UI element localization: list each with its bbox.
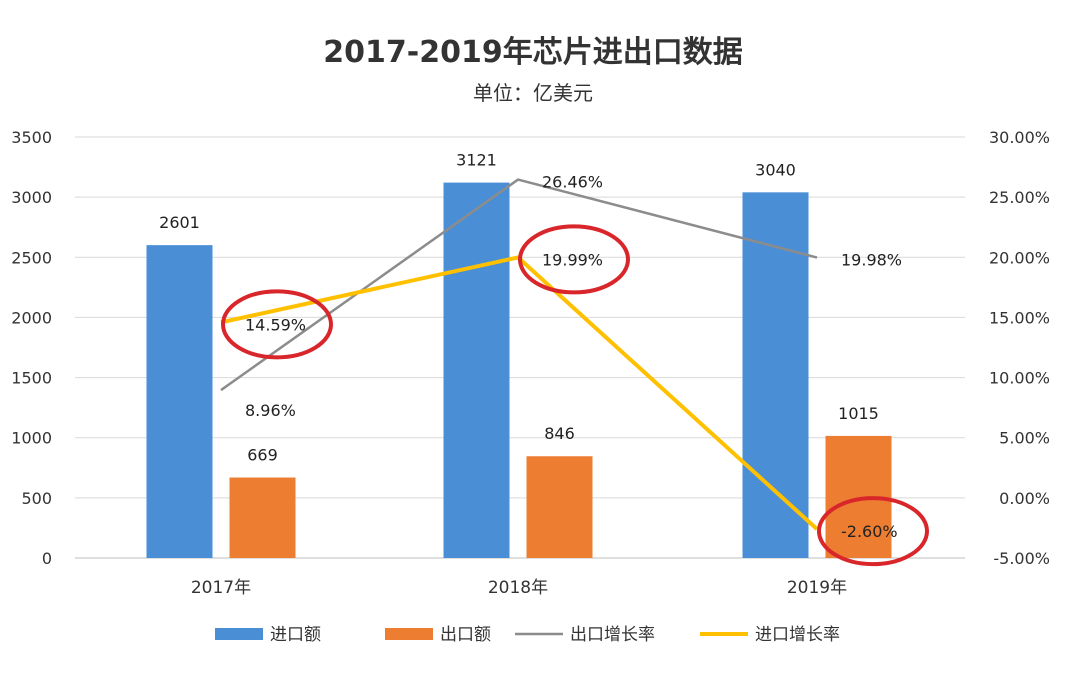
bar-import bbox=[146, 245, 213, 559]
left-tick-label: 2000 bbox=[11, 308, 52, 327]
bar-value-label: 3040 bbox=[755, 160, 796, 179]
right-tick-label: 25.00% bbox=[989, 188, 1050, 207]
left-tick-label: 2500 bbox=[11, 248, 52, 267]
x-axis-categories: 2017年 2018年 2019年 bbox=[191, 578, 847, 598]
highlight-circles bbox=[221, 224, 929, 567]
right-tick-label: 5.00% bbox=[999, 429, 1050, 448]
line-value-label: 19.99% bbox=[542, 250, 603, 269]
bar-value-label: 1015 bbox=[838, 404, 879, 423]
left-tick-label: 0 bbox=[42, 549, 52, 568]
highlight-circle bbox=[518, 224, 630, 295]
right-tick-label: 0.00% bbox=[999, 489, 1050, 508]
legend-label: 出口增长率 bbox=[570, 625, 655, 645]
left-tick-label: 1500 bbox=[11, 369, 52, 388]
right-y-axis: -5.00% 0.00% 5.00% 10.00% 15.00% 20.00% 25.00%… bbox=[989, 128, 1050, 568]
legend-label: 进口增长率 bbox=[755, 625, 840, 645]
legend-swatch bbox=[385, 628, 433, 640]
export-growth-line bbox=[220, 178, 818, 392]
bar-series bbox=[146, 182, 892, 559]
legend-swatch bbox=[215, 628, 263, 640]
bar-export bbox=[526, 456, 593, 558]
legend-label: 出口额 bbox=[440, 625, 491, 645]
bar-value-label: 669 bbox=[247, 446, 278, 465]
line-value-label: 26.46% bbox=[542, 173, 603, 192]
line-value-label: 19.98% bbox=[841, 251, 902, 270]
highlight-circle bbox=[817, 496, 929, 567]
chart-title: 2017-2019年芯片进出口数据 bbox=[323, 35, 742, 70]
bar-value-label: 846 bbox=[544, 424, 575, 443]
right-tick-label: 10.00% bbox=[989, 369, 1050, 388]
category-label: 2018年 bbox=[488, 578, 548, 598]
right-tick-label: 15.00% bbox=[989, 308, 1050, 327]
bar-value-label: 2601 bbox=[159, 213, 200, 232]
left-tick-label: 3500 bbox=[11, 128, 52, 147]
line-value-label: 14.59% bbox=[245, 315, 306, 334]
left-tick-label: 3000 bbox=[11, 188, 52, 207]
right-tick-label: 30.00% bbox=[989, 128, 1050, 147]
left-tick-label: 1000 bbox=[11, 429, 52, 448]
legend: 进口额 出口额 出口增长率 进口增长率 bbox=[215, 625, 840, 645]
bar-import bbox=[443, 182, 510, 558]
line-value-label: 8.96% bbox=[245, 401, 296, 420]
category-label: 2019年 bbox=[787, 578, 847, 598]
line-value-label: -2.60% bbox=[841, 522, 898, 541]
right-tick-label: 20.00% bbox=[989, 248, 1050, 267]
right-tick-label: -5.00% bbox=[993, 549, 1050, 568]
chart-subtitle: 单位：亿美元 bbox=[473, 81, 593, 105]
bar-export bbox=[229, 477, 296, 558]
highlight-circle bbox=[221, 289, 333, 360]
line-series bbox=[220, 178, 819, 531]
left-tick-label: 500 bbox=[21, 489, 52, 508]
data-labels: 2601 3121 3040 669 846 1015 8.96% 26.46% 19.98% 1… bbox=[159, 151, 902, 542]
category-label: 2017年 bbox=[191, 578, 251, 598]
left-y-axis: 0 500 1000 1500 2000 2500 3000 3500 bbox=[11, 128, 52, 568]
bar-value-label: 3121 bbox=[456, 151, 497, 170]
legend-label: 进口额 bbox=[270, 625, 321, 645]
